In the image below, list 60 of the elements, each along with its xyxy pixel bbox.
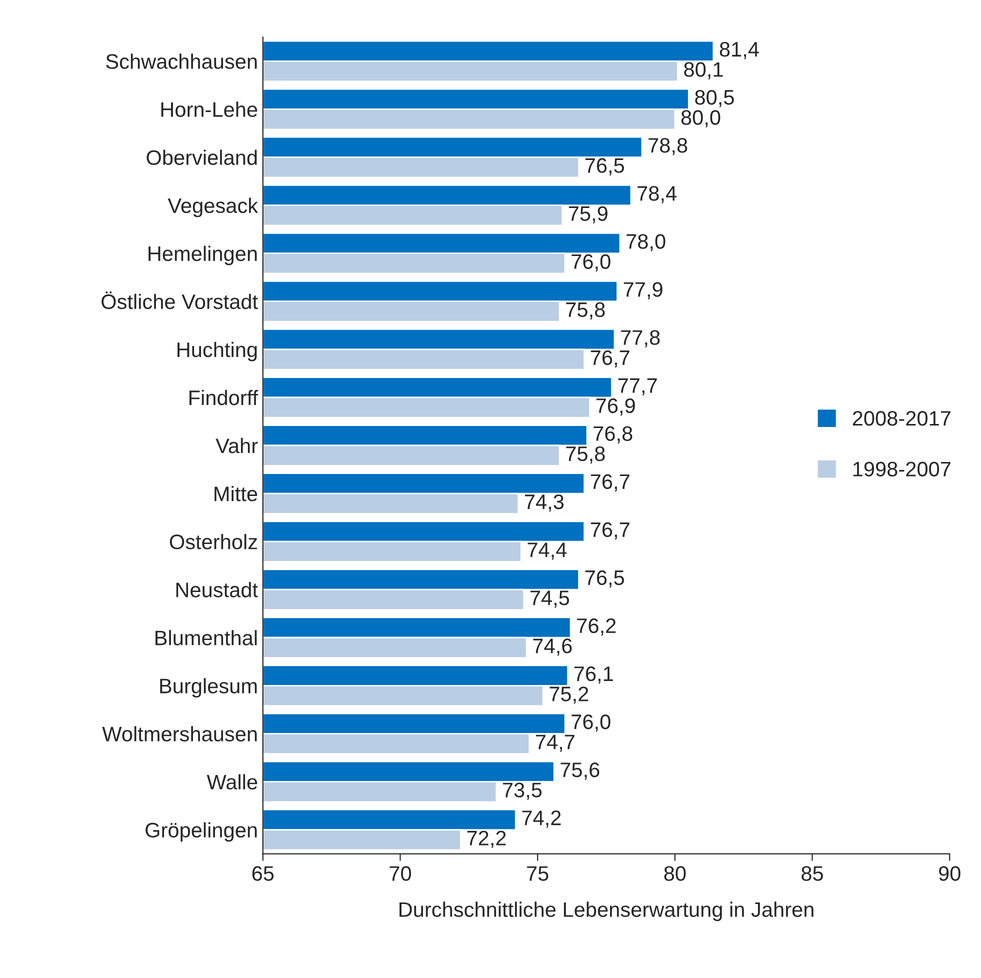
data-label: 72,2 [467, 830, 506, 848]
data-label: 76,0 [572, 254, 610, 272]
x-tick-label: 70 [390, 866, 412, 881]
data-label: 74,2 [522, 810, 561, 828]
y-tick-label: Obervieland [146, 150, 257, 166]
data-label: 76,8 [594, 426, 632, 444]
data-label: 80,5 [695, 90, 734, 108]
x-tick-label: 75 [527, 866, 548, 881]
data-label: 76,1 [574, 666, 613, 684]
data-label: 75,8 [566, 302, 605, 320]
y-tick-label: Vahr [216, 438, 258, 454]
data-label: 74,6 [533, 638, 572, 656]
y-tick-label: Findorff [190, 390, 258, 406]
y-tick-label: Hemelingen [148, 246, 257, 266]
legend-label: 2008-2017 [852, 410, 950, 426]
y-tick-label: Neustadt [176, 582, 258, 598]
y-tick-label: Burglesum [160, 678, 257, 698]
data-label: 74,3 [524, 494, 564, 512]
y-tick-label: Östliche Vorstadt [102, 291, 258, 310]
y-tick-label: Woltmershausen [102, 726, 257, 742]
data-label: 76,7 [590, 474, 630, 492]
y-tick-label: Vegesack [168, 198, 258, 218]
data-label: 81,4 [720, 42, 759, 60]
y-tick-label: Gröpelingen [146, 822, 257, 842]
data-label: 80,0 [681, 110, 720, 128]
data-label: 78,4 [638, 186, 676, 204]
y-tick-label: Horn-Lehe [161, 102, 258, 117]
x-tick-label: 80 [664, 866, 686, 881]
data-label: 80,1 [684, 62, 723, 80]
x-axis-title: Durchschnittliche Lebenserwartung in Jahren [400, 902, 814, 922]
data-label: 75,2 [550, 686, 588, 704]
data-label: 78,8 [648, 138, 688, 156]
data-label: 76,9 [596, 398, 635, 416]
data-label: 76,5 [585, 158, 624, 176]
data-label: 76,7 [590, 522, 630, 540]
y-tick-label: Schwachhausen [106, 54, 257, 69]
x-tick-label: 90 [939, 866, 960, 881]
data-label: 76,5 [585, 570, 624, 588]
data-label: 76,2 [577, 618, 616, 636]
y-tick-label: Osterholz [170, 534, 258, 550]
y-tick-label: Huchting [178, 342, 257, 362]
x-tick-label: 85 [802, 866, 823, 881]
data-label: 75,6 [560, 762, 600, 780]
data-label: 76,7 [590, 350, 630, 368]
y-tick-label: Mitte [214, 486, 258, 502]
data-label: 77,7 [618, 378, 657, 396]
data-label: 74,4 [528, 542, 567, 560]
data-label: 75,9 [568, 206, 608, 224]
x-tick-label: 65 [252, 866, 274, 881]
data-label: 74,5 [530, 590, 570, 608]
legend-label: 1998-2007 [853, 462, 950, 477]
data-label: 75,8 [566, 446, 605, 464]
data-label: 78,0 [626, 234, 666, 252]
data-label: 73,5 [503, 782, 542, 800]
data-label: 77,9 [624, 282, 662, 300]
data-label: 77,8 [621, 330, 660, 348]
data-label: 76,0 [572, 714, 610, 732]
data-label: 74,7 [536, 734, 574, 752]
y-tick-label: Walle [206, 774, 258, 790]
y-tick-label: Blumenthal [156, 630, 257, 646]
